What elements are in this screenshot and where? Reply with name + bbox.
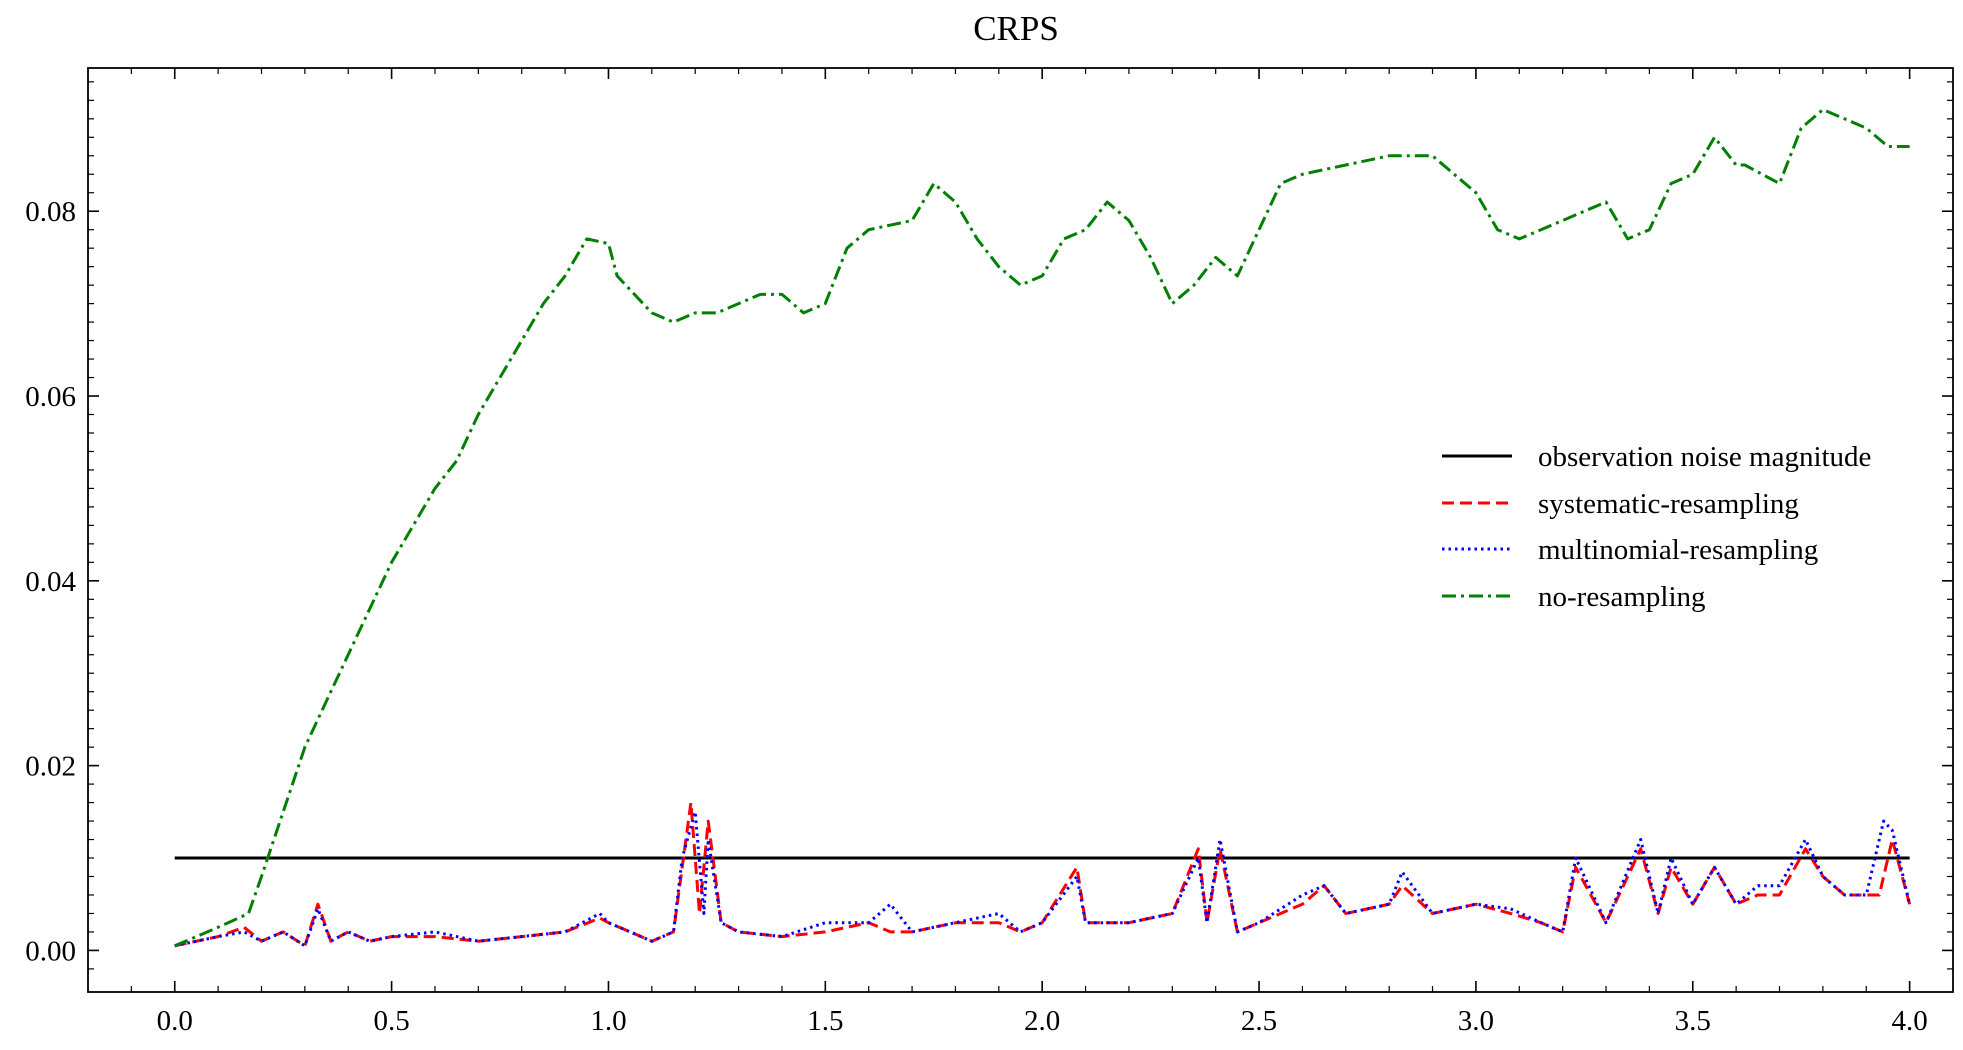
legend-label: observation noise magnitude: [1538, 441, 1871, 473]
series-line-multinomial-resampling: [174, 810, 1912, 948]
legend-label: systematic-resampling: [1538, 488, 1799, 520]
x-tick-label: 4.0: [1892, 1005, 1928, 1037]
x-tick-label: 0.0: [157, 1005, 193, 1037]
axes-layer: 0.0 0.5 1.0 1.5 2.0 2.5 3.0 3.5 4.0 0.00 0.02 0.04 0…: [25, 67, 1954, 1037]
y-tick-label: 0.00: [25, 935, 76, 967]
plot-frame: [87, 67, 1954, 993]
chart-title: CRPS: [973, 9, 1059, 48]
y-tick-label: 0.02: [25, 751, 76, 783]
x-tick-label: 0.5: [373, 1005, 409, 1037]
series-layer: [174, 108, 1912, 948]
y-tick-label: 0.04: [25, 566, 76, 598]
x-tick-label: 1.0: [590, 1005, 626, 1037]
legend: observation noise magnitude systematic-re…: [1442, 441, 1871, 613]
y-tick-label: 0.06: [25, 381, 76, 413]
x-tick-label: 3.5: [1675, 1005, 1711, 1037]
series-line-no-resampling: [174, 108, 1910, 948]
x-tick-label: 2.5: [1241, 1005, 1277, 1037]
x-tick-label: 2.0: [1024, 1005, 1060, 1037]
legend-label: multinomial-resampling: [1538, 534, 1818, 566]
legend-label: no-resampling: [1538, 581, 1706, 613]
series-line-systematic-resampling: [174, 801, 1912, 948]
x-tick-label: 1.5: [807, 1005, 843, 1037]
x-tick-label: 3.0: [1458, 1005, 1494, 1037]
y-tick-label: 0.08: [25, 196, 76, 228]
